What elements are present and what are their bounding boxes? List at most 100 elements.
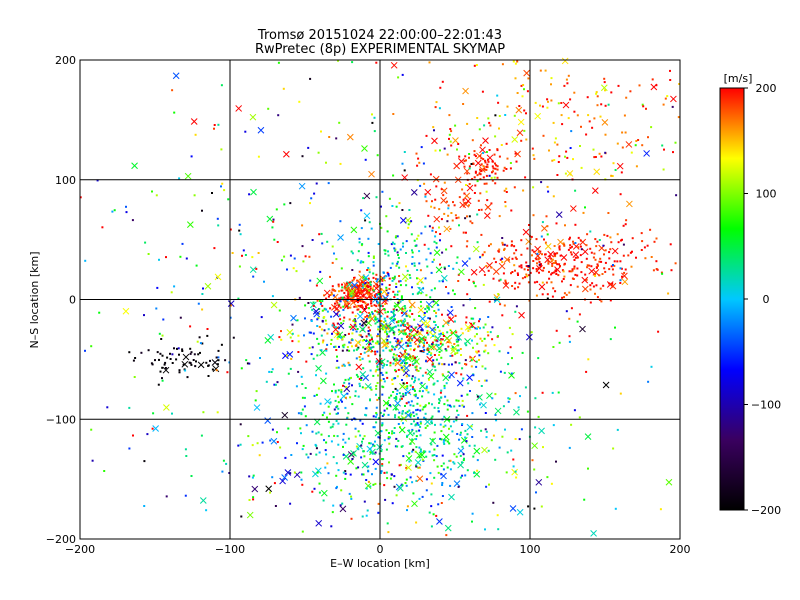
- scatter-cross: [212, 365, 220, 373]
- scatter-point: [503, 166, 506, 169]
- scatter-point: [645, 107, 647, 110]
- scatter-cross: [511, 136, 519, 143]
- scatter-point: [481, 90, 484, 93]
- scatter-point: [610, 265, 613, 268]
- scatter-point: [514, 438, 517, 440]
- scatter-point: [254, 399, 257, 402]
- scatter-point: [392, 356, 395, 359]
- scatter-point: [392, 290, 395, 293]
- scatter-point: [445, 382, 448, 385]
- scatter-point: [403, 324, 406, 326]
- scatter-cross: [399, 382, 406, 390]
- scatter-point: [362, 300, 365, 303]
- scatter-point: [468, 215, 471, 218]
- scatter-point: [387, 324, 390, 327]
- scatter-point: [568, 317, 571, 320]
- scatter-point: [579, 145, 581, 147]
- scatter-point: [113, 209, 116, 212]
- scatter-point: [596, 95, 599, 98]
- scatter-point: [344, 470, 347, 473]
- scatter-point: [416, 164, 419, 167]
- scatter-cross: [363, 212, 371, 220]
- scatter-cross: [442, 433, 450, 441]
- scatter-point: [619, 267, 622, 270]
- scatter-point: [323, 316, 326, 318]
- scatter-point: [471, 412, 474, 415]
- scatter-point: [470, 163, 473, 165]
- scatter-point: [582, 211, 585, 214]
- scatter-cross: [561, 57, 569, 65]
- scatter-point: [478, 318, 481, 321]
- scatter-point: [440, 396, 443, 399]
- scatter-point: [451, 346, 454, 348]
- scatter-point: [263, 280, 265, 283]
- scatter-point: [367, 326, 370, 329]
- scatter-cross: [522, 228, 530, 236]
- scatter-point: [342, 384, 344, 387]
- scatter-point: [555, 222, 558, 225]
- scatter-point: [588, 264, 591, 267]
- scatter-point: [474, 171, 477, 174]
- scatter-point: [170, 291, 173, 294]
- scatter-point: [411, 256, 414, 258]
- scatter-point: [404, 307, 407, 310]
- scatter-point: [355, 467, 358, 470]
- scatter-point: [357, 395, 360, 398]
- scatter-point: [640, 249, 643, 251]
- scatter-point: [494, 458, 497, 461]
- scatter-point: [642, 105, 645, 108]
- scatter-point: [405, 402, 408, 405]
- scatter-point: [504, 428, 506, 431]
- scatter-point: [393, 278, 395, 281]
- scatter-point: [428, 378, 430, 381]
- scatter-point: [476, 213, 479, 216]
- scatter-point: [308, 255, 311, 258]
- scatter-point: [425, 325, 428, 328]
- scatter-point: [494, 135, 497, 138]
- scatter-point: [428, 61, 431, 64]
- scatter-point: [401, 379, 403, 381]
- scatter-point: [448, 341, 451, 344]
- scatter-point: [418, 332, 421, 335]
- scatter-point: [415, 521, 418, 524]
- scatter-point: [354, 435, 357, 438]
- scatter-cross: [427, 343, 435, 351]
- scatter-point: [438, 329, 441, 332]
- scatter-point: [451, 348, 454, 351]
- scatter-point: [447, 204, 450, 207]
- scatter-point: [504, 201, 507, 203]
- scatter-point: [346, 305, 348, 308]
- scatter-cross: [404, 355, 412, 362]
- x-tick-label: −200: [65, 543, 95, 556]
- scatter-point: [326, 310, 329, 313]
- scatter-point: [465, 231, 467, 234]
- scatter-point: [443, 384, 446, 387]
- scatter-point: [578, 416, 581, 419]
- scatter-point: [516, 92, 519, 94]
- scatter-point: [476, 395, 479, 398]
- scatter-point: [374, 482, 377, 485]
- scatter-cross: [670, 95, 677, 103]
- scatter-point: [381, 374, 384, 376]
- scatter-point: [521, 95, 524, 98]
- scatter-point: [311, 490, 314, 493]
- scatter-point: [90, 345, 93, 348]
- scatter-point: [380, 205, 382, 208]
- scatter-point: [588, 120, 591, 123]
- scatter-point: [386, 333, 389, 335]
- scatter-point: [405, 252, 407, 254]
- scatter-point: [458, 196, 461, 199]
- scatter-point: [405, 375, 408, 378]
- scatter-point: [544, 241, 547, 244]
- scatter-point: [410, 325, 413, 328]
- scatter-point: [509, 162, 512, 164]
- scatter-point: [449, 484, 452, 487]
- scatter-point: [333, 252, 335, 255]
- scatter-point: [284, 456, 287, 459]
- scatter-point: [279, 446, 282, 449]
- scatter-point: [416, 282, 419, 285]
- scatter-point: [375, 421, 378, 424]
- scatter-point: [671, 105, 674, 108]
- scatter-point: [478, 209, 480, 211]
- scatter-point: [650, 256, 653, 258]
